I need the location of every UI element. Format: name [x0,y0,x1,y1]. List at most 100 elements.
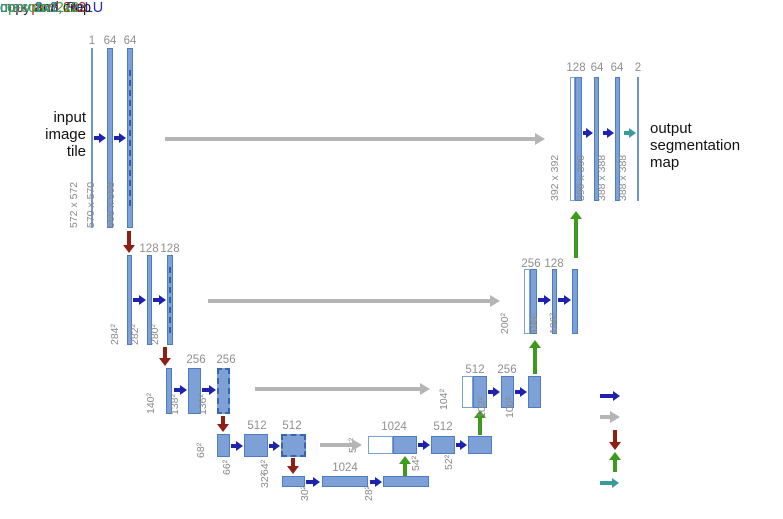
channels-label: 64 [123,35,137,47]
feature-map-enc3-conv2 [217,368,230,414]
conv3x3-arrow [515,386,527,398]
conv3x3-arrow [202,384,216,396]
upconv-arrow [529,340,541,374]
channels-label: 256 [216,354,236,366]
legend-upconv-arrow [609,452,621,472]
channels-label: 256 [186,354,206,366]
conv3x3-arrow [174,384,187,396]
size-label: 570 x 570 [85,181,97,228]
copy-crop-arrow [320,439,362,451]
conv3x3-arrow [306,476,320,488]
conv3x3-arrow [456,439,467,451]
output-annotation: output segmentation map [650,120,740,171]
size-label: 196² [548,312,560,334]
feature-map-bottleneck-conv1 [322,476,368,487]
feature-map-enc4-conv1 [244,434,268,457]
channels-label: 64 [590,62,604,74]
size-label: 140² [145,392,157,414]
size-label: 104² [438,388,450,410]
conv3x3-arrow [114,132,126,144]
output-annotation-line: segmentation [650,137,741,154]
size-label: 200² [499,312,511,334]
channels-label: 64 [610,62,624,74]
conv3x3-arrow [583,127,593,139]
size-label: 136² [197,393,209,415]
conv3x3-arrow [133,294,146,306]
feature-map-enc2-conv1 [147,255,152,345]
conv3x3-arrow [538,294,551,306]
size-label: 388 x 388 [617,154,629,201]
legend-copy-crop-arrow [600,411,620,423]
output-annotation-line: output [650,120,692,137]
legend-conv1x1-label: conv 1x1 [0,0,59,16]
channels-label: 128 [160,243,180,255]
conv3x3-arrow [153,294,166,306]
feature-map-enc3-conv1 [188,368,201,414]
conv1x1-arrow [624,127,636,139]
feature-map-upconv [393,436,417,454]
channels-label: 512 [282,420,302,432]
feature-map-enc1-conv2 [127,48,133,228]
size-label: 54² [410,455,422,471]
feature-map-dec3-conv1 [501,376,514,408]
feature-map-enc2-conv2 [167,255,173,345]
size-label: 284² [109,323,121,345]
size-label: 32² [259,472,271,488]
size-label: 390 x 390 [575,154,587,201]
size-label: 102² [476,396,488,418]
size-label: 30² [299,485,311,501]
maxpool-arrow [217,416,229,432]
legend-maxpool-label: max pool 2x2 [0,0,87,16]
legend-conv1x1-arrow [600,477,619,489]
upconv-arrow [570,211,582,258]
copy-crop-arrow [165,133,545,145]
channels-label: 1024 [332,462,358,474]
feature-map-copied-crop [462,376,473,408]
feature-map-dec1-upconv [575,77,582,201]
legend-upconv-label: up-conv 2x2 [0,0,79,16]
channels-label: 512 [247,420,267,432]
feature-map-enc4-in [217,434,230,457]
channels-label: 64 [103,35,117,47]
copy-crop-arrow [208,295,500,307]
size-label: 388 x 388 [596,154,608,201]
conv3x3-arrow [603,127,614,139]
conv3x3-arrow [269,440,280,452]
crop-mark [169,266,171,334]
size-label: 568 x 568 [105,181,117,228]
feature-map-dec2-upconv [530,269,537,334]
channels-label: 1024 [381,421,407,433]
size-label: 28² [363,485,375,501]
feature-map-dec3-upconv [473,376,487,408]
output-annotation-line: map [650,154,680,171]
feature-map-conv [431,436,455,454]
crop-mark [129,70,131,206]
feature-map-conv [468,436,492,454]
input-annotation-line: image [45,126,86,143]
feature-map-output [637,77,639,201]
size-label: 572 x 572 [68,181,80,228]
size-label: 52² [443,454,455,470]
size-label: 68² [195,442,207,458]
maxpool-arrow [287,458,299,474]
legend-maxpool-arrow [609,430,621,450]
feature-map-bottleneck-conv2 [383,476,429,487]
conv3x3-arrow [418,439,430,451]
input-annotation-line: tile [66,143,86,160]
size-label: 198² [528,312,540,334]
feature-map-dec1-conv2 [615,77,620,201]
channels-label: 512 [433,421,453,433]
feature-map-dec3-conv2 [528,376,541,408]
legend-conv3x3-label: conv 3x3, ReLU [0,0,104,16]
maxpool-arrow [159,347,171,366]
feature-map-enc1-conv1 [107,48,113,228]
channels-label: 256 [521,258,541,270]
feature-map-bottleneck-in [282,476,305,487]
channels-label: 512 [465,364,485,376]
feature-map-enc3-in [166,368,172,414]
feature-map-dec2-conv2 [572,269,578,334]
feature-map-copied-crop [524,269,530,334]
channels-label: 2 [634,62,642,74]
size-label: 100² [504,396,516,418]
